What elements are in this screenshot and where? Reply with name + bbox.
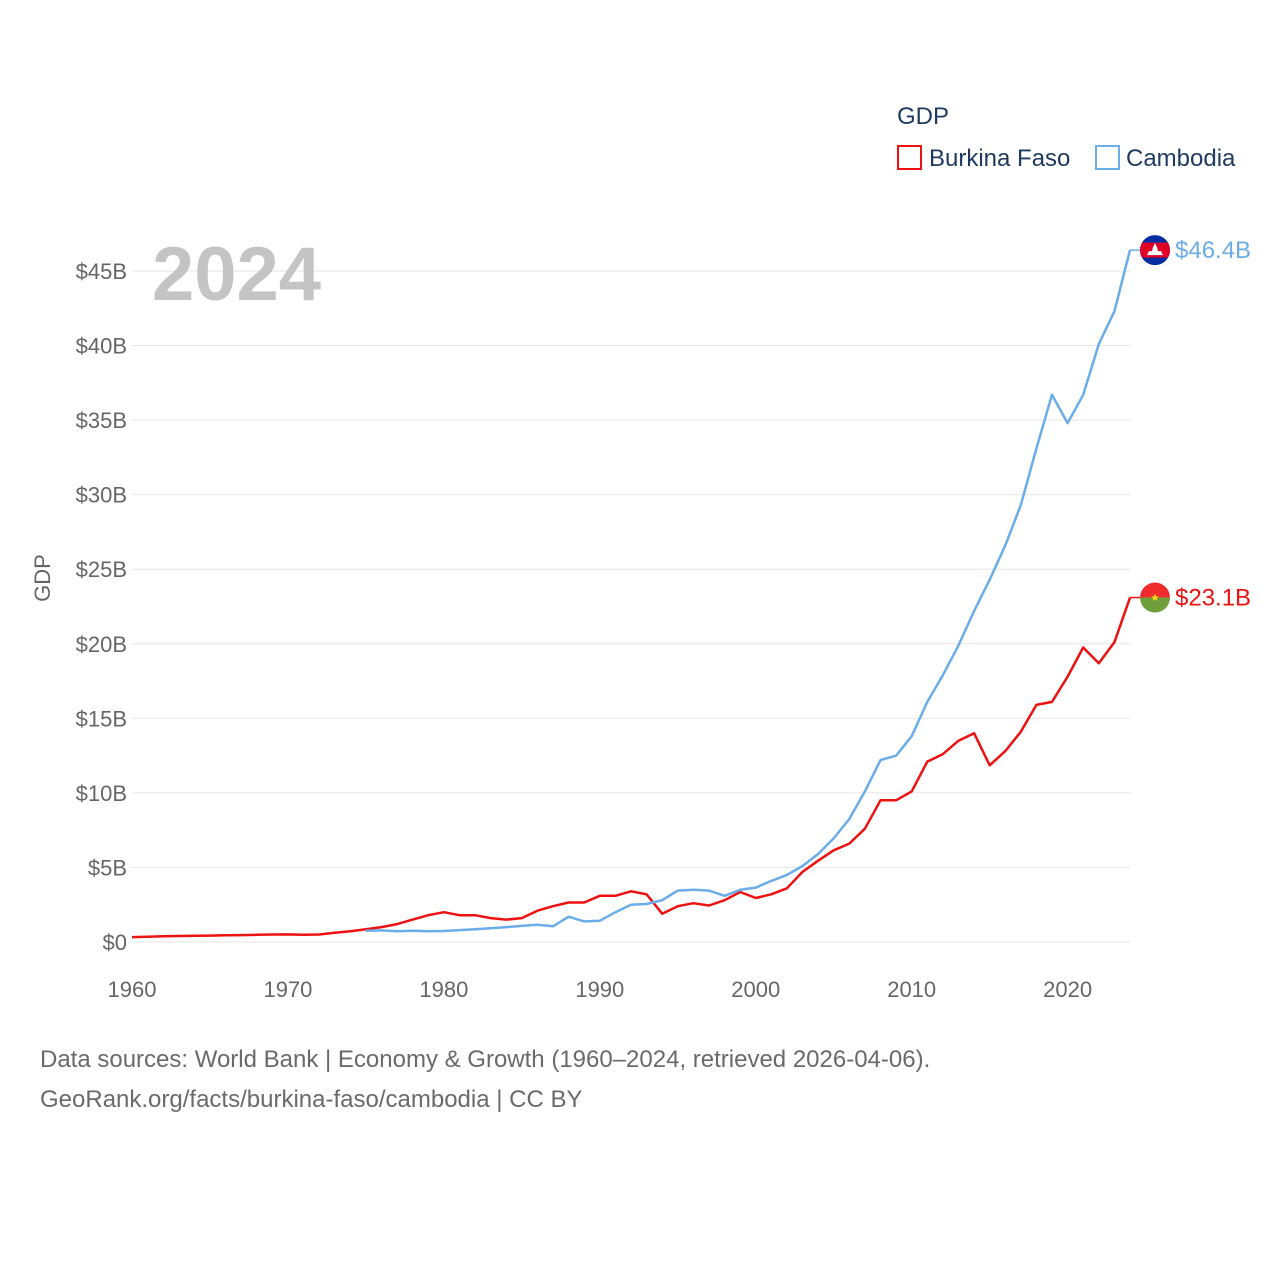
legend-swatch-cambodia[interactable] xyxy=(1095,145,1120,170)
x-tick-label: 1970 xyxy=(263,977,312,1002)
source-line-1: Data sources: World Bank | Economy & Gro… xyxy=(40,1046,931,1073)
flag-cambodia-icon xyxy=(1140,235,1170,266)
y-tick-label: $20B xyxy=(76,632,127,657)
x-tick-label: 2000 xyxy=(731,977,780,1002)
y-tick-label: $10B xyxy=(76,781,127,806)
x-tick-label: 1980 xyxy=(419,977,468,1002)
x-tick-label: 2010 xyxy=(887,977,936,1002)
x-tick-label: 1960 xyxy=(108,977,157,1002)
x-tick-label: 2020 xyxy=(1043,977,1092,1002)
series-line-burkina-faso[interactable] xyxy=(131,597,1132,939)
gridlines xyxy=(132,270,1130,943)
y-tick-label: $45B xyxy=(76,259,127,284)
y-axis-title: GDP xyxy=(30,554,55,602)
legend-label-burkina-faso[interactable]: Burkina Faso xyxy=(929,145,1070,172)
legend-label-cambodia[interactable]: Cambodia xyxy=(1126,145,1236,172)
end-label-burkina-faso: $23.1B xyxy=(1175,585,1251,612)
series-end-markers: $23.1B $46.4B xyxy=(1130,235,1251,613)
x-axis: 1960 1970 1980 1990 2000 2010 2020 xyxy=(108,977,1093,1002)
series-line-cambodia[interactable] xyxy=(365,249,1132,933)
flag-burkina-faso-icon xyxy=(1140,582,1170,613)
legend-swatch-burkina-faso[interactable] xyxy=(897,145,922,170)
end-label-cambodia: $46.4B xyxy=(1175,237,1251,264)
y-tick-label: $30B xyxy=(76,483,127,508)
source-note: Data sources: World Bank | Economy & Gro… xyxy=(40,1040,930,1120)
year-label: 2024 xyxy=(152,232,321,317)
y-tick-label: $25B xyxy=(76,557,127,582)
gdp-line-chart: $0 $5B $10B $15B $20B $25B $30B $35B $40B $45B 19… xyxy=(30,103,1251,1002)
series-lines xyxy=(131,249,1132,939)
legend-title: GDP xyxy=(897,103,949,130)
y-tick-label: $5B xyxy=(88,855,127,880)
y-tick-label: $35B xyxy=(76,408,127,433)
x-tick-label: 1990 xyxy=(575,977,624,1002)
y-tick-label: $15B xyxy=(76,706,127,731)
y-axis: $0 $5B $10B $15B $20B $25B $30B $35B $40B $45B xyxy=(76,259,127,955)
y-tick-label: $0 xyxy=(103,930,127,955)
source-line-2[interactable]: GeoRank.org/facts/burkina-faso/cambodia … xyxy=(40,1086,583,1113)
y-tick-label: $40B xyxy=(76,334,127,359)
legend: GDP Burkina Faso Cambodia xyxy=(897,103,1236,172)
